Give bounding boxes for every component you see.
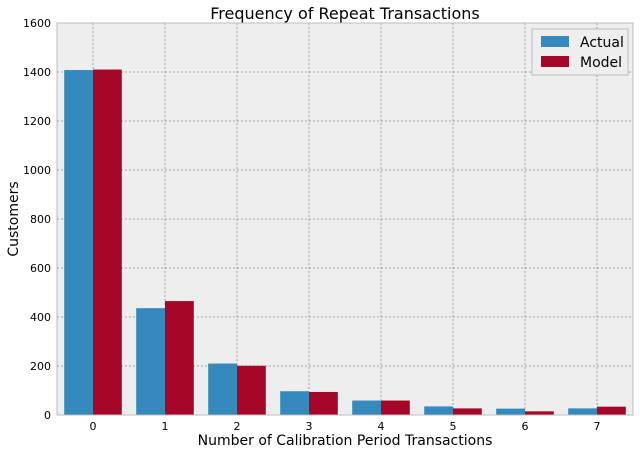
bar-model-2 — [237, 365, 266, 415]
y-tick-label: 800 — [30, 213, 51, 226]
bar-actual-7 — [568, 408, 597, 415]
x-tick-label: 2 — [234, 420, 241, 433]
y-tick-label: 600 — [30, 262, 51, 275]
y-tick-label: 1600 — [23, 17, 51, 30]
x-tick-labels: 0 1 2 3 4 5 6 7 — [90, 420, 601, 433]
bar-model-7 — [597, 406, 626, 415]
bar-actual-3 — [280, 391, 309, 415]
y-axis-label: Customers — [6, 181, 22, 256]
bar-actual-1 — [136, 308, 165, 415]
bars — [64, 69, 626, 416]
bar-actual-4 — [352, 400, 381, 415]
bar-model-1 — [165, 301, 194, 415]
x-tick-label: 7 — [594, 420, 601, 433]
x-tick-label: 1 — [162, 420, 169, 433]
x-tick-label: 0 — [90, 420, 97, 433]
y-tick-label: 0 — [44, 409, 51, 422]
y-tick-label: 200 — [30, 360, 51, 373]
plot-frame — [56, 22, 634, 416]
x-axis-label: Number of Calibration Period Transaction… — [198, 433, 493, 449]
bar-model-4 — [381, 400, 410, 415]
x-tick-label: 5 — [450, 420, 457, 433]
bar-model-3 — [309, 391, 338, 415]
bar-actual-0 — [64, 70, 93, 415]
legend-swatch-actual — [541, 36, 569, 47]
bar-model-0 — [93, 69, 122, 416]
chart-title: Frequency of Repeat Transactions — [210, 4, 480, 23]
legend-label-actual: Actual — [580, 35, 624, 51]
y-tick-label: 1000 — [23, 164, 51, 177]
y-tick-label: 400 — [30, 311, 51, 324]
y-tick-label: 1400 — [23, 66, 51, 79]
bar-actual-5 — [424, 406, 453, 415]
legend-swatch-model — [541, 56, 569, 67]
legend: Actual Model — [531, 28, 629, 76]
bar-model-5 — [453, 408, 482, 415]
bar-model-6 — [525, 411, 554, 415]
y-tick-label: 1200 — [23, 115, 51, 128]
x-tick-label: 6 — [522, 420, 529, 433]
bar-actual-6 — [496, 408, 525, 415]
y-tick-labels: 0 200 400 600 800 1000 1200 1400 1600 — [23, 17, 51, 422]
x-tick-label: 4 — [378, 420, 385, 433]
bar-actual-2 — [208, 363, 237, 415]
x-tick-label: 3 — [306, 420, 313, 433]
legend-label-model: Model — [580, 55, 622, 71]
